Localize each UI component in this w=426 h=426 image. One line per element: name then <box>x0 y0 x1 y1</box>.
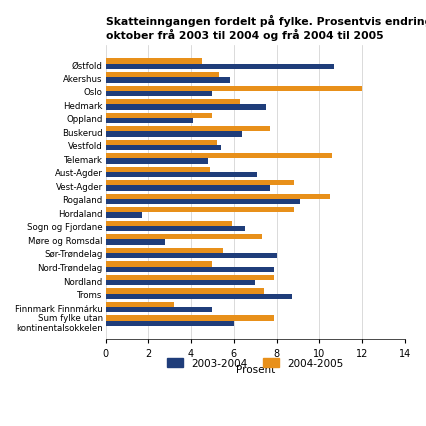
Bar <box>106 154 332 159</box>
Bar <box>106 321 234 326</box>
Bar <box>106 207 294 213</box>
Bar <box>106 105 266 111</box>
Bar <box>106 248 223 253</box>
Bar <box>106 113 213 119</box>
Bar <box>106 100 240 105</box>
Bar <box>106 65 334 70</box>
Bar <box>106 227 245 232</box>
Bar <box>106 159 208 164</box>
Bar <box>106 186 270 191</box>
Bar <box>106 59 202 65</box>
Bar <box>106 140 217 146</box>
Bar <box>106 199 300 205</box>
Bar <box>106 146 221 151</box>
Bar <box>106 221 232 227</box>
Bar <box>106 253 276 259</box>
Legend: 2003-2004, 2004-2005: 2003-2004, 2004-2005 <box>163 354 347 372</box>
Bar <box>106 92 213 97</box>
Bar <box>106 302 174 307</box>
Text: Skatteinngangen fordelt på fylke. Prosentvis endring januar-
oktober frå 2003 ti: Skatteinngangen fordelt på fylke. Prosen… <box>106 15 426 41</box>
Bar <box>106 235 262 240</box>
Bar <box>106 262 213 267</box>
Bar <box>106 86 362 92</box>
Bar <box>106 132 242 138</box>
Bar <box>106 307 213 313</box>
X-axis label: Prosent: Prosent <box>236 364 275 374</box>
Bar <box>106 288 264 294</box>
Bar <box>106 240 165 245</box>
Bar <box>106 167 210 173</box>
Bar <box>106 275 274 280</box>
Bar <box>106 294 291 299</box>
Bar <box>106 73 219 78</box>
Bar <box>106 173 257 178</box>
Bar <box>106 194 330 199</box>
Bar <box>106 119 193 124</box>
Bar <box>106 267 274 272</box>
Bar <box>106 181 294 186</box>
Bar <box>106 127 270 132</box>
Bar <box>106 213 142 219</box>
Bar <box>106 280 255 286</box>
Bar <box>106 78 230 83</box>
Bar <box>106 315 274 321</box>
